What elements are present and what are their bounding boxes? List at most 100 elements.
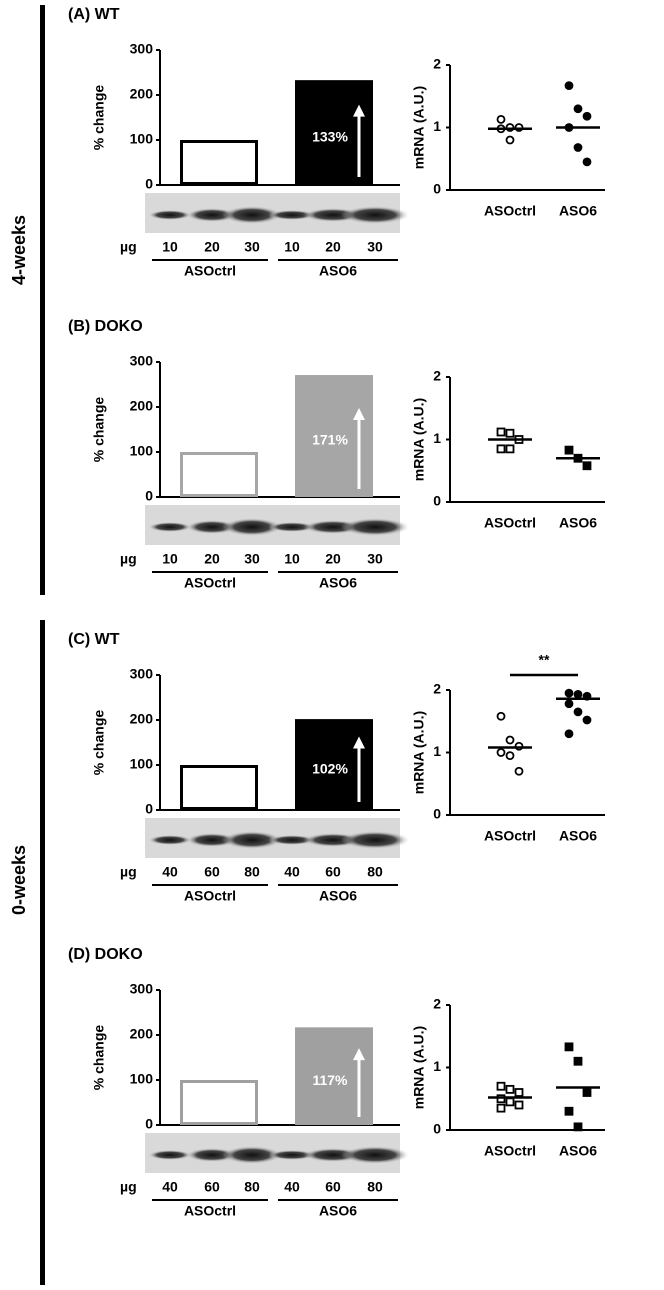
annotation: 133% bbox=[312, 128, 348, 144]
lane-label: 30 bbox=[244, 239, 260, 255]
y-axis-label: mRNA (A.U.) bbox=[411, 86, 427, 169]
point bbox=[573, 143, 583, 152]
point bbox=[582, 111, 592, 121]
blot-band bbox=[222, 518, 282, 536]
point bbox=[496, 1103, 506, 1113]
y-axis-label: % change bbox=[91, 397, 107, 463]
y-tick-label: 200 bbox=[130, 398, 154, 414]
x-tick-label: ASOctrl bbox=[484, 203, 536, 219]
blot-unit: µg bbox=[120, 1179, 137, 1195]
blot-band bbox=[222, 1146, 282, 1164]
point bbox=[564, 81, 574, 91]
lane-label: 20 bbox=[204, 551, 220, 567]
y-tick-label: 0 bbox=[145, 801, 153, 817]
lane-label: 60 bbox=[204, 864, 220, 880]
lane-label: 40 bbox=[162, 864, 178, 880]
group-bar bbox=[40, 620, 45, 1285]
point bbox=[573, 689, 583, 699]
y-tick-label: 2 bbox=[433, 368, 441, 384]
x-tick-label: ASO6 bbox=[559, 1143, 597, 1159]
point bbox=[573, 104, 583, 114]
lane-label: 40 bbox=[284, 1179, 300, 1195]
lane-label: 10 bbox=[284, 239, 300, 255]
point bbox=[582, 157, 592, 167]
point bbox=[564, 699, 574, 709]
x-tick-label: ASO6 bbox=[559, 515, 597, 531]
annotation: ** bbox=[539, 652, 550, 668]
y-tick-label: 100 bbox=[130, 443, 154, 459]
point bbox=[496, 711, 506, 721]
point bbox=[505, 428, 515, 438]
blot-band bbox=[148, 210, 192, 220]
group-label: ASO6 bbox=[319, 1203, 357, 1219]
point bbox=[582, 715, 592, 725]
lane-label: 60 bbox=[325, 864, 341, 880]
lane-label: 60 bbox=[204, 1179, 220, 1195]
y-tick-label: 1 bbox=[433, 118, 441, 134]
lane-label: 80 bbox=[244, 864, 260, 880]
lane-label: 10 bbox=[284, 551, 300, 567]
point bbox=[564, 729, 574, 739]
y-tick-label: 2 bbox=[433, 681, 441, 697]
y-tick-label: 300 bbox=[130, 981, 154, 997]
point bbox=[573, 1122, 583, 1132]
lane-label: 10 bbox=[162, 551, 178, 567]
y-axis-label: % change bbox=[91, 85, 107, 151]
point bbox=[496, 114, 506, 124]
point bbox=[505, 751, 515, 761]
y-tick-label: 100 bbox=[130, 756, 154, 772]
y-tick-label: 1 bbox=[433, 430, 441, 446]
y-tick-label: 300 bbox=[130, 41, 154, 57]
y-tick-label: 1 bbox=[433, 743, 441, 759]
y-tick-label: 300 bbox=[130, 353, 154, 369]
y-tick-label: 200 bbox=[130, 711, 154, 727]
lane-label: 20 bbox=[204, 239, 220, 255]
y-tick-label: 100 bbox=[130, 131, 154, 147]
point bbox=[496, 748, 506, 757]
x-tick-label: ASOctrl bbox=[484, 1143, 536, 1159]
lane-label: 80 bbox=[244, 1179, 260, 1195]
y-tick-label: 0 bbox=[145, 176, 153, 192]
y-axis-label: % change bbox=[91, 1025, 107, 1091]
point bbox=[496, 444, 506, 454]
point bbox=[514, 766, 524, 776]
annotation: 102% bbox=[312, 760, 348, 776]
x-tick-label: ASO6 bbox=[559, 828, 597, 844]
blot-band bbox=[268, 210, 316, 220]
blot-band bbox=[268, 522, 316, 532]
y-tick-label: 0 bbox=[433, 181, 441, 197]
blot-band bbox=[341, 206, 409, 224]
point bbox=[564, 1042, 574, 1052]
lane-label: 80 bbox=[367, 864, 383, 880]
panel-title: (C) WT bbox=[68, 631, 120, 648]
point bbox=[564, 1106, 574, 1116]
group-label: ASO6 bbox=[319, 888, 357, 904]
point bbox=[496, 427, 506, 437]
y-tick-label: 0 bbox=[145, 1116, 153, 1132]
x-tick-label: ASO6 bbox=[559, 203, 597, 219]
y-tick-label: 0 bbox=[433, 806, 441, 822]
y-tick-label: 1 bbox=[433, 1058, 441, 1074]
point bbox=[582, 461, 592, 471]
group-label: ASOctrl bbox=[184, 575, 236, 591]
point bbox=[505, 444, 515, 454]
blot-unit: µg bbox=[120, 864, 137, 880]
panel-title: (A) WT bbox=[68, 6, 120, 23]
bar bbox=[180, 140, 258, 185]
bar bbox=[180, 452, 258, 497]
point bbox=[573, 707, 583, 717]
blot-band bbox=[341, 831, 409, 849]
y-tick-label: 2 bbox=[433, 56, 441, 72]
x-tick-label: ASOctrl bbox=[484, 515, 536, 531]
group-label: ASO6 bbox=[319, 263, 357, 279]
y-axis-label: % change bbox=[91, 710, 107, 776]
point bbox=[505, 135, 515, 145]
blot-band bbox=[222, 831, 282, 849]
side-label: 0-weeks bbox=[9, 845, 29, 915]
point bbox=[496, 1081, 506, 1091]
blot-band bbox=[222, 206, 282, 224]
lane-label: 10 bbox=[162, 239, 178, 255]
arrow-head bbox=[353, 736, 365, 749]
blot-band bbox=[148, 1150, 192, 1160]
arrow-head bbox=[353, 104, 365, 117]
